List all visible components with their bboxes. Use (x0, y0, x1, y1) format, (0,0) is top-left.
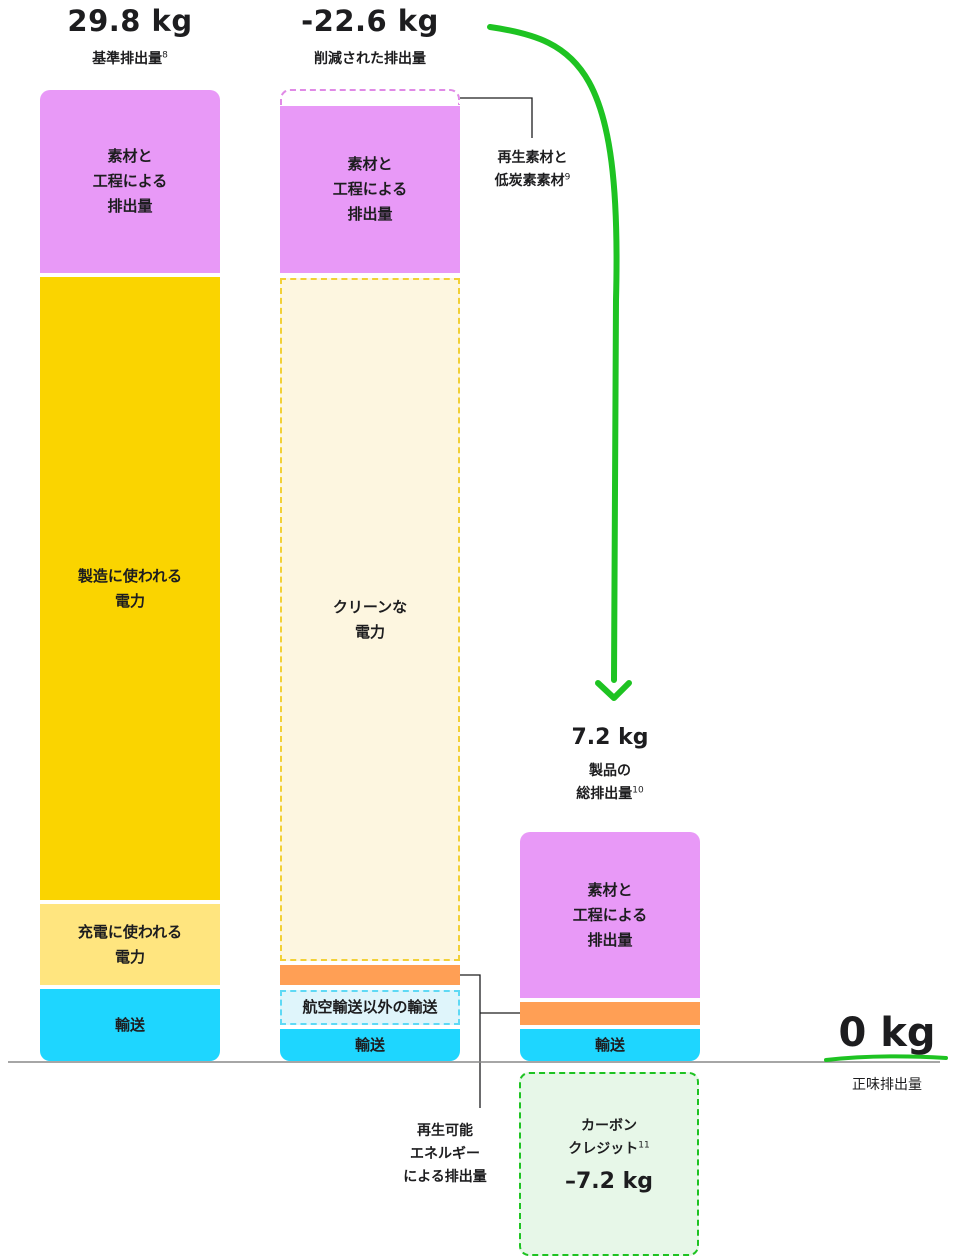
reduction-arrow-head (595, 680, 632, 701)
net-caption: 正味排出量 (852, 1077, 922, 1093)
renewable-callout-line-a (460, 974, 481, 1108)
bar-segment-materials: 素材と 工程による 排出量 (280, 106, 460, 273)
bar-segment-transport: 輸送 (520, 1029, 700, 1061)
total-caption: 製品の 総排出量10 (576, 763, 644, 802)
renewable-energy-callout: 再生可能 エネルギー による排出量 (403, 1123, 487, 1185)
bar-segment-renewable-energy (520, 1002, 700, 1025)
baseline-value: 29.8 kg (67, 4, 193, 38)
reduction-arrow-shaft (487, 24, 620, 683)
net-zero-underline (824, 1054, 948, 1062)
bar-segment-transport: 輸送 (40, 989, 220, 1061)
carbon-credit-value: –7.2 kg (564, 1168, 653, 1194)
bar-segment-manufacturing-electricity: 製造に使われる 電力 (40, 277, 220, 900)
bar-segment-renewable-energy (280, 965, 460, 985)
recycled-materials-callout: 再生素材と 低炭素素材9 (494, 150, 571, 189)
reduced-caption: 削減された排出量 (314, 51, 426, 67)
carbon-credit-box: カーボン クレジット11 –7.2 kg (519, 1072, 699, 1256)
bar-segment-recycled-materials (280, 89, 460, 105)
total-value: 7.2 kg (571, 725, 649, 750)
bar-segment-materials: 素材と 工程による 排出量 (520, 832, 700, 998)
reduced-value: -22.6 kg (301, 4, 439, 38)
recycled-callout-line (460, 97, 533, 138)
bar-segment-non-air-transport: 航空輸送以外の輸送 (280, 990, 460, 1025)
bar-segment-clean-electricity: クリーンな 電力 (280, 278, 460, 961)
bar-segment-charging-electricity: 充電に使われる 電力 (40, 904, 220, 985)
baseline-caption: 基準排出量8 (92, 50, 168, 67)
net-value: 0 kg (838, 1010, 936, 1056)
bar-segment-transport: 輸送 (280, 1029, 460, 1061)
carbon-credit-label: カーボン クレジット11 (568, 1117, 650, 1157)
bar-segment-materials: 素材と 工程による 排出量 (40, 90, 220, 273)
